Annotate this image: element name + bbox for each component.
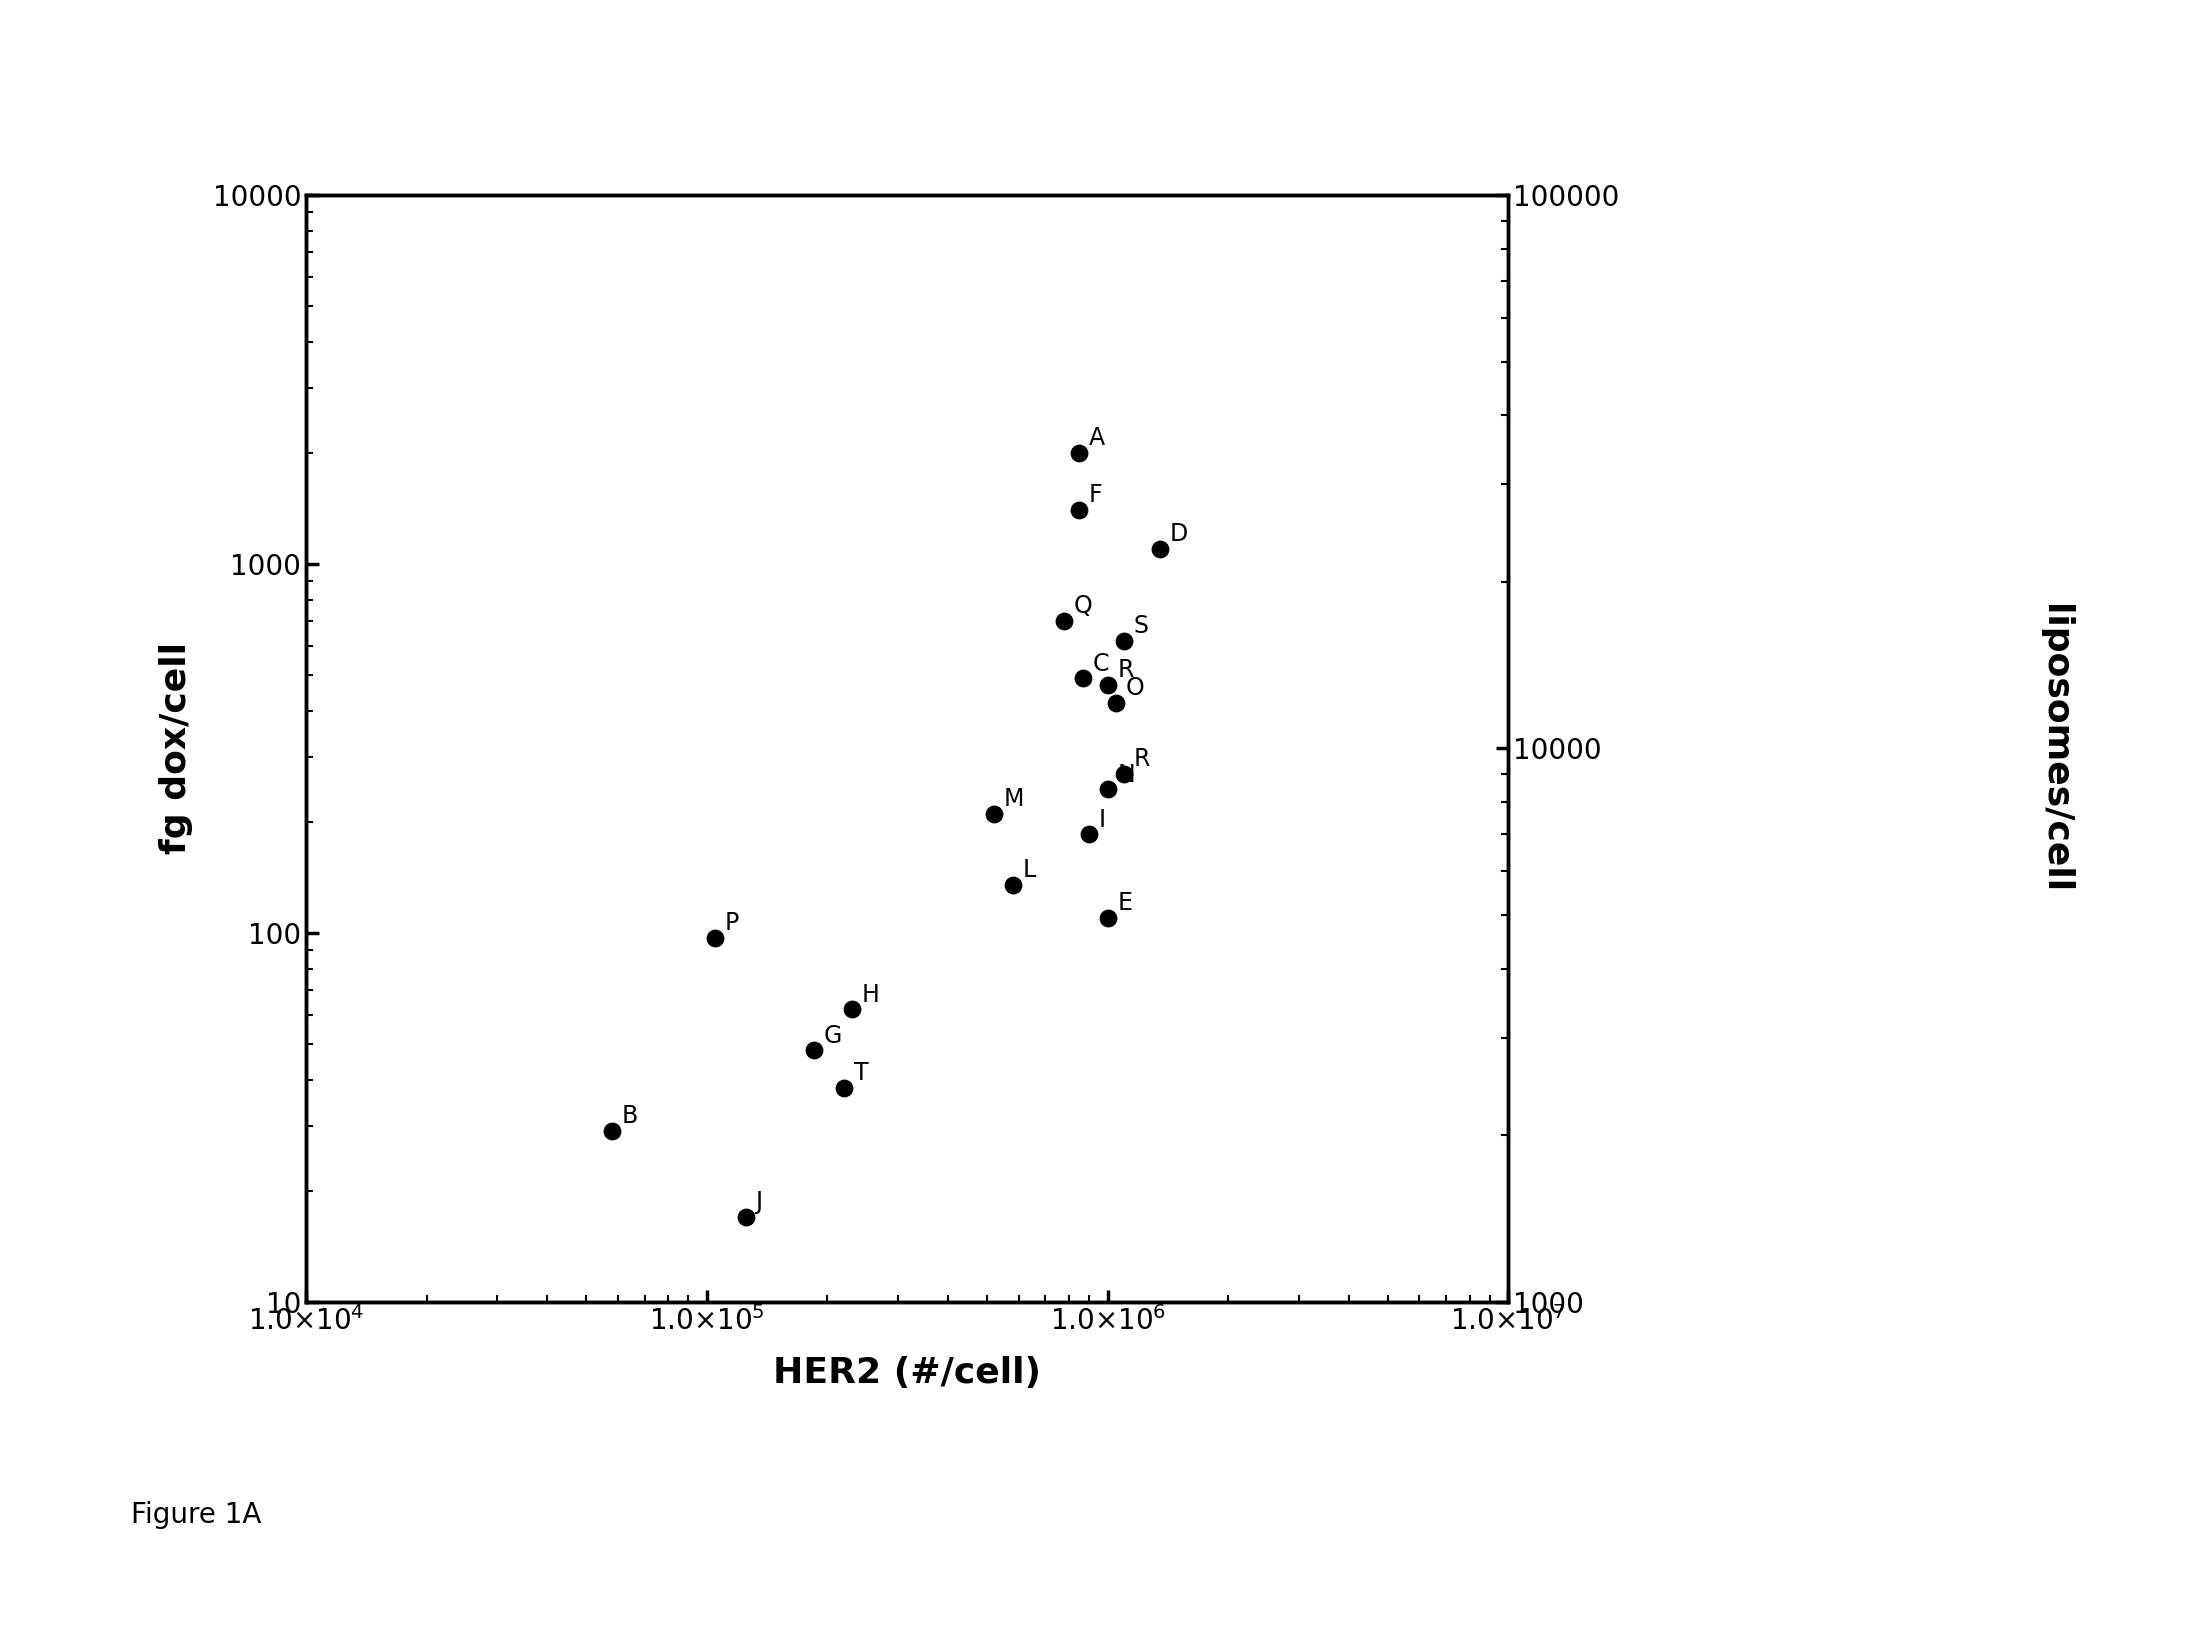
Point <box>835 996 870 1022</box>
Text: C: C <box>1093 651 1110 675</box>
Text: B: B <box>621 1105 638 1128</box>
Point <box>995 872 1030 898</box>
Text: I: I <box>1100 807 1106 831</box>
Text: H: H <box>861 983 879 1007</box>
Point <box>1062 498 1097 524</box>
Point <box>1091 672 1126 698</box>
Text: M: M <box>1003 787 1023 812</box>
Point <box>697 924 732 950</box>
Text: P: P <box>726 911 739 936</box>
Text: G: G <box>824 1023 842 1048</box>
Text: J: J <box>756 1189 763 1214</box>
Point <box>1100 690 1135 716</box>
Point <box>977 800 1012 827</box>
Text: R: R <box>1135 747 1150 771</box>
Point <box>1071 822 1106 848</box>
Text: T: T <box>855 1061 868 1085</box>
Text: Figure 1A: Figure 1A <box>131 1502 262 1529</box>
Point <box>796 1038 831 1064</box>
Text: O: O <box>1126 677 1145 700</box>
Text: R: R <box>1117 659 1135 682</box>
Text: S: S <box>1135 613 1150 638</box>
Point <box>595 1118 630 1144</box>
X-axis label: HER2 (#/cell): HER2 (#/cell) <box>774 1355 1041 1389</box>
Text: A: A <box>1089 426 1106 451</box>
Point <box>1091 905 1126 931</box>
Point <box>1106 628 1141 654</box>
Y-axis label: fg dox/cell: fg dox/cell <box>160 643 192 854</box>
Text: D: D <box>1170 522 1187 547</box>
Text: liposomes/cell: liposomes/cell <box>2037 604 2072 893</box>
Text: Q: Q <box>1073 594 1093 618</box>
Point <box>1047 608 1082 635</box>
Point <box>1062 439 1097 465</box>
Point <box>1143 535 1178 561</box>
Text: L: L <box>1023 857 1036 882</box>
Point <box>728 1204 763 1230</box>
Point <box>1106 761 1141 787</box>
Text: E: E <box>1117 890 1132 914</box>
Point <box>1067 665 1102 691</box>
Text: F: F <box>1089 483 1102 508</box>
Point <box>826 1075 861 1101</box>
Text: N: N <box>1117 763 1135 786</box>
Point <box>1091 776 1126 802</box>
